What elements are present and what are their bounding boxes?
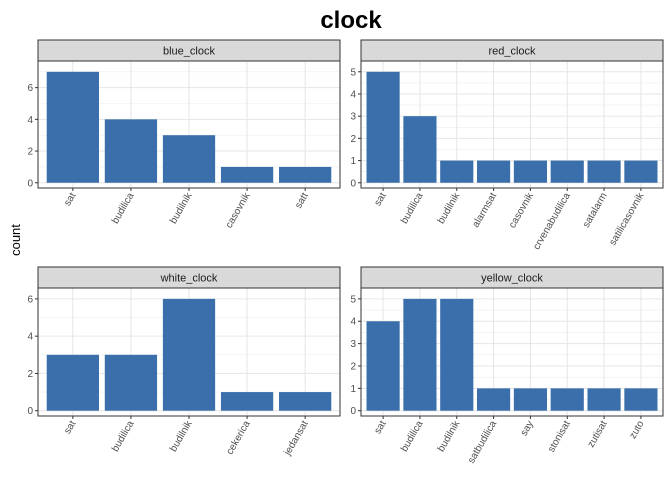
x-tick-label: zutisat	[586, 419, 610, 450]
facet-strip-label: white_clock	[160, 273, 218, 285]
x-tick-label: jedansat	[282, 419, 311, 458]
bar-alarmsat	[477, 160, 511, 183]
x-tick-label: alarmsat	[470, 191, 499, 230]
x-tick-label: sat	[62, 419, 78, 436]
bar-zutisat	[587, 388, 621, 411]
bar-sat	[366, 321, 400, 411]
x-tick-label: sat	[372, 191, 388, 208]
facet-strip-label: yellow_clock	[481, 273, 543, 285]
x-tick-label: crvenabudilica	[531, 191, 573, 252]
x-tick-label: budilnik	[168, 190, 195, 226]
y-tick-label: 0	[27, 406, 33, 417]
bar-zuto	[624, 388, 658, 411]
bar-budilnik	[162, 135, 216, 183]
bar-sat	[366, 71, 400, 183]
facet-strip-label: red_clock	[488, 46, 536, 58]
x-tick-label: casovnik	[224, 190, 253, 230]
panel-border	[360, 287, 664, 417]
facet-panel-blue_clock: blue_clock 0 2 4 6 sat budilica budilnik casovni…	[27, 39, 341, 230]
x-tick-label: casovnik	[507, 190, 536, 230]
bar-budilnik	[162, 298, 216, 411]
bar-sat	[46, 71, 99, 183]
bar-budilnik	[440, 298, 474, 411]
x-tick-label: zuto	[628, 419, 647, 441]
y-tick-label: 3	[350, 339, 356, 350]
bar-cekerica	[220, 392, 274, 411]
bar-budilica	[104, 119, 158, 183]
bar-say	[513, 388, 547, 411]
y-tick-label: 2	[27, 369, 33, 380]
x-tick-label: budilnik	[436, 418, 463, 454]
bar-budilica	[104, 354, 158, 411]
bar-satt	[279, 166, 332, 183]
x-tick-label: budilnik	[168, 418, 195, 454]
facet-panel-red_clock: red_clock 0 1 2 3 4 5 sat budilica budilnik alarms…	[350, 39, 664, 252]
x-tick-label: satalarm	[581, 191, 610, 230]
y-tick-label: 4	[27, 332, 33, 343]
bar-casovnik	[220, 166, 274, 183]
y-tick-label: 6	[27, 294, 33, 305]
y-tick-label: 5	[350, 294, 356, 305]
x-tick-label: budilica	[399, 191, 426, 226]
y-tick-label: 0	[350, 178, 356, 189]
chart-title: clock	[320, 7, 382, 34]
x-tick-label: cekerica	[225, 419, 253, 457]
x-tick-label: budilnik	[436, 190, 463, 226]
panel-border	[360, 60, 664, 189]
bar-satbudilica	[477, 388, 511, 411]
x-tick-label: stonisat	[546, 419, 573, 455]
x-tick-label: budilica	[110, 419, 137, 454]
bar-budilica	[403, 116, 437, 183]
y-tick-label: 1	[350, 384, 356, 395]
y-axis-title: count	[8, 224, 23, 256]
y-tick-label: 5	[350, 67, 356, 78]
bar-sat	[46, 354, 99, 411]
x-tick-label: budilica	[399, 419, 426, 454]
x-tick-label: sat	[62, 191, 78, 208]
x-tick-label: sat	[372, 419, 388, 436]
facet-panel-white_clock: white_clock 0 2 4 6 sat budilica budilnik cekeri…	[27, 266, 341, 458]
x-tick-label: say	[519, 419, 536, 438]
y-tick-label: 6	[27, 83, 33, 94]
x-tick-label: budilica	[110, 191, 137, 226]
bar-stonisat	[550, 388, 584, 411]
bar-jedansat	[279, 392, 332, 411]
y-tick-label: 3	[350, 112, 356, 123]
x-tick-label: satbudilica	[466, 419, 499, 466]
bar-satilicasovnik	[624, 160, 658, 183]
bar-satalarm	[587, 160, 621, 183]
bar-crvenabudilica	[550, 160, 584, 183]
y-tick-label: 2	[350, 134, 356, 145]
x-tick-label: satilicasovnik	[608, 190, 647, 247]
y-tick-label: 1	[350, 156, 356, 167]
bar-casovnik	[513, 160, 547, 183]
y-tick-label: 4	[27, 115, 33, 126]
y-tick-label: 2	[27, 147, 33, 158]
y-tick-label: 4	[350, 89, 356, 100]
y-tick-label: 0	[27, 178, 33, 189]
y-tick-label: 0	[350, 406, 356, 417]
y-tick-label: 4	[350, 317, 356, 328]
y-tick-label: 2	[350, 361, 356, 372]
x-tick-label: satt	[293, 191, 311, 211]
bar-budilnik	[440, 160, 474, 183]
facet-strip-label: blue_clock	[163, 46, 215, 58]
bar-budilica	[403, 298, 437, 411]
